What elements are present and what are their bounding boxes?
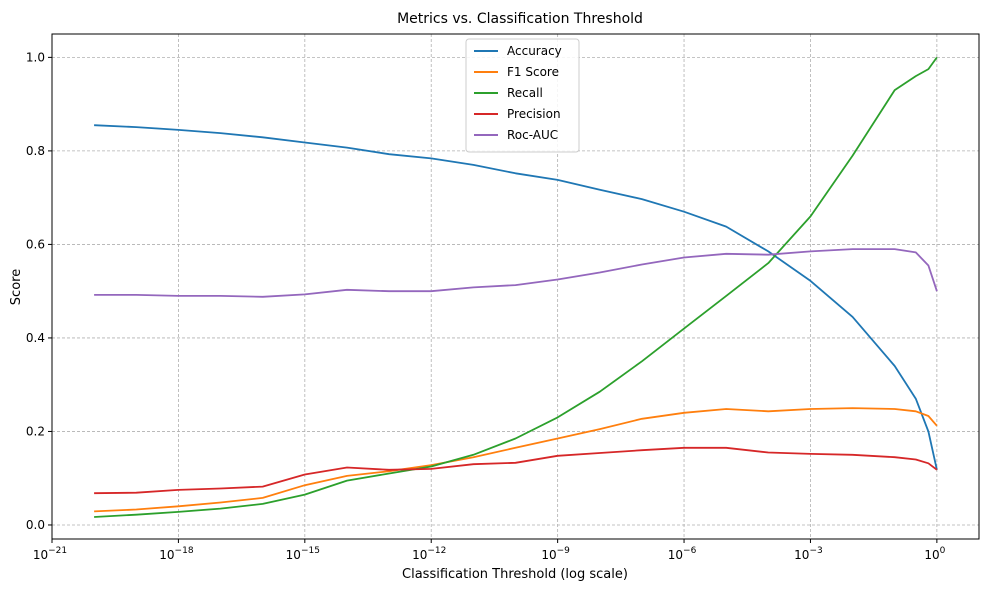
legend-box: [465, 38, 580, 153]
x-tick-label: 10−18: [159, 546, 194, 562]
x-tick-label: 10−9: [541, 546, 570, 562]
legend: Accuracy F1 Score Recall Precision Roc-AUC: [465, 38, 580, 153]
x-tick-label: 10−12: [412, 546, 446, 562]
y-tick-label: 0.4: [26, 331, 45, 345]
series-lines: [94, 56, 938, 518]
series-line-accuracy: [94, 124, 938, 470]
series-line-f1-score: [94, 407, 938, 513]
y-tick-label: 1.0: [26, 50, 45, 64]
x-tick-label: 100: [924, 546, 945, 562]
x-tick-label: 10−3: [794, 546, 823, 562]
x-tick-label: 10−15: [286, 546, 320, 562]
legend-label: Accuracy: [507, 44, 562, 58]
y-tick-label: 0.2: [26, 424, 45, 438]
y-tick-label: 0.8: [26, 144, 45, 158]
x-axis-ticks: 10−21 10−18 10−15 10−12 10−9 10−6 10−3 100: [33, 539, 946, 562]
grid-lines: [52, 34, 979, 539]
series-line-precision: [94, 446, 938, 495]
legend-label: Recall: [507, 86, 543, 100]
y-tick-label: 0.0: [26, 518, 45, 532]
chart-title: Metrics vs. Classification Threshold: [397, 11, 643, 27]
x-tick-label: 10−21: [33, 546, 67, 562]
legend-label: Precision: [507, 107, 561, 121]
legend-label: Roc-AUC: [507, 128, 558, 142]
series-line-roc-auc: [94, 248, 938, 298]
y-axis-label: Score: [9, 269, 24, 305]
legend-label: F1 Score: [507, 65, 559, 79]
y-axis-ticks: 0.0 0.2 0.4 0.6 0.8 1.0: [26, 50, 52, 532]
plot-area-frame: [51, 33, 980, 540]
y-tick-label: 0.6: [26, 237, 45, 251]
x-axis-label: Classification Threshold (log scale): [402, 567, 628, 582]
series-line-recall: [94, 56, 938, 518]
x-tick-label: 10−6: [668, 546, 697, 562]
